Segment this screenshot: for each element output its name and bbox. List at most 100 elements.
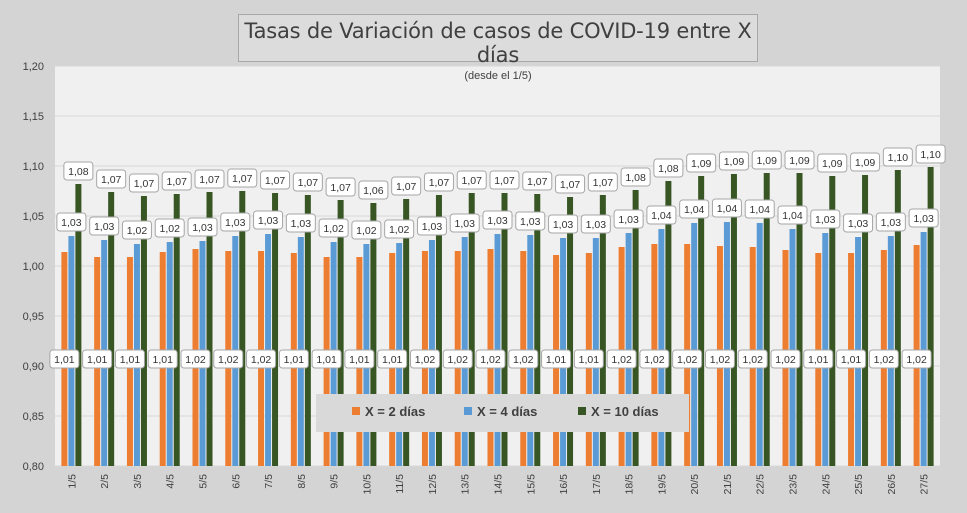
data-label: 1,01 [836,349,867,369]
bar [272,193,279,466]
data-label: 1,01 [377,349,408,369]
data-label-text: 1,02 [710,354,731,366]
legend-box [316,394,689,432]
legend: X = 2 días X = 4 días X = 10 días [316,394,689,432]
data-label-box [442,349,473,369]
data-label-text: 1,03 [192,222,213,234]
data-label-box [777,205,808,225]
data-label: 1,04 [646,205,677,225]
data-label: 1,03 [482,210,513,230]
data-label: 1,02 [770,349,801,369]
data-label-text: 1,03 [553,219,574,231]
data-label-text: 1,04 [684,204,705,216]
legend-label: X = 2 días [365,404,425,419]
x-tick-label: 20/5 [689,474,701,495]
data-label: 1,03 [285,213,316,233]
data-label-box [836,349,867,369]
data-label-box [114,349,145,369]
data-label: 1,03 [875,212,906,232]
bar [435,195,442,466]
data-label-text: 1,08 [68,166,89,178]
x-tick-label: 26/5 [886,474,898,495]
y-tick-label: 1,10 [23,161,44,173]
data-label-text: 1,01 [316,354,337,366]
data-label: 1,02 [639,349,670,369]
data-label-text: 1,02 [775,354,796,366]
data-label-box [260,170,291,190]
data-label: 1,10 [915,144,946,164]
bar [370,203,377,466]
data-label-text: 1,01 [382,354,403,366]
data-label-text: 1,03 [881,217,902,229]
data-label: 1,04 [777,205,808,225]
data-label-box [810,209,841,229]
data-label-text: 1,01 [120,354,141,366]
bar [632,190,639,466]
data-label-box [646,205,677,225]
data-label-text: 1,02 [127,225,148,237]
data-label: 1,03 [613,209,644,229]
data-label: 1,02 [442,349,473,369]
data-label-text: 1,04 [750,204,771,216]
data-label-text: 1,02 [677,354,698,366]
bar [501,193,508,466]
data-label-text: 1,03 [225,217,246,229]
data-label: 1,04 [711,198,742,218]
data-label: 1,03 [416,216,447,236]
x-tick-label: 4/5 [165,474,177,489]
data-label-box [89,216,120,236]
data-label-box [901,349,932,369]
data-label-box [278,349,309,369]
data-label: 1,07 [522,171,553,191]
data-label: 1,03 [580,214,611,234]
data-label-text: 1,02 [415,354,436,366]
data-label-text: 1,03 [913,213,934,225]
data-label-text: 1,07 [593,177,614,189]
data-label: 1,03 [253,210,284,230]
data-label-box [227,168,258,188]
data-label: 1,07 [292,172,323,192]
legend-swatch [464,407,472,415]
data-label-box [391,176,422,196]
data-label: 1,01 [344,349,375,369]
data-label-text: 1,04 [651,210,672,222]
x-tick-label: 2/5 [99,474,111,489]
data-label-box [508,349,539,369]
data-label-box [318,218,349,238]
data-label-box [285,213,316,233]
data-label: 1,02 [672,349,703,369]
data-label: 1,03 [449,213,480,233]
x-tick-label: 16/5 [558,474,570,495]
data-label-box [587,172,618,192]
data-label-box [843,213,874,233]
data-label: 1,02 [318,218,349,238]
data-label-text: 1,03 [422,221,443,233]
bar [920,232,927,466]
data-label-text: 1,03 [487,215,508,227]
data-label-text: 1,02 [906,354,927,366]
data-label-text: 1,09 [855,157,876,169]
data-label: 1,07 [325,177,356,197]
data-label-box [82,349,113,369]
data-label-box [351,220,382,240]
data-label: 1,03 [56,212,87,232]
x-tick-label: 8/5 [296,474,308,489]
data-label-text: 1,02 [874,354,895,366]
y-tick-label: 1,15 [23,111,44,123]
data-label-text: 1,07 [232,173,253,185]
data-label-box [377,349,408,369]
data-label-text: 1,07 [560,179,581,191]
data-label-box [613,209,644,229]
data-label: 1,09 [686,153,717,173]
data-label-box [686,153,717,173]
data-label-box [344,349,375,369]
data-label-box [882,147,913,167]
data-label-text: 1,01 [808,354,829,366]
x-axis-ticks: 1/5 2/5 3/5 4/5 5/5 6/5 7/5 8/5 9/5 10/5 11/5 12/5 1… [66,474,930,495]
x-tick-label: 7/5 [263,474,275,489]
data-label-text: 1,02 [611,354,632,366]
data-label-text: 1,09 [724,156,745,168]
data-label-text: 1,07 [462,175,483,187]
x-tick-label: 10/5 [361,474,373,495]
data-label: 1,07 [587,172,618,192]
